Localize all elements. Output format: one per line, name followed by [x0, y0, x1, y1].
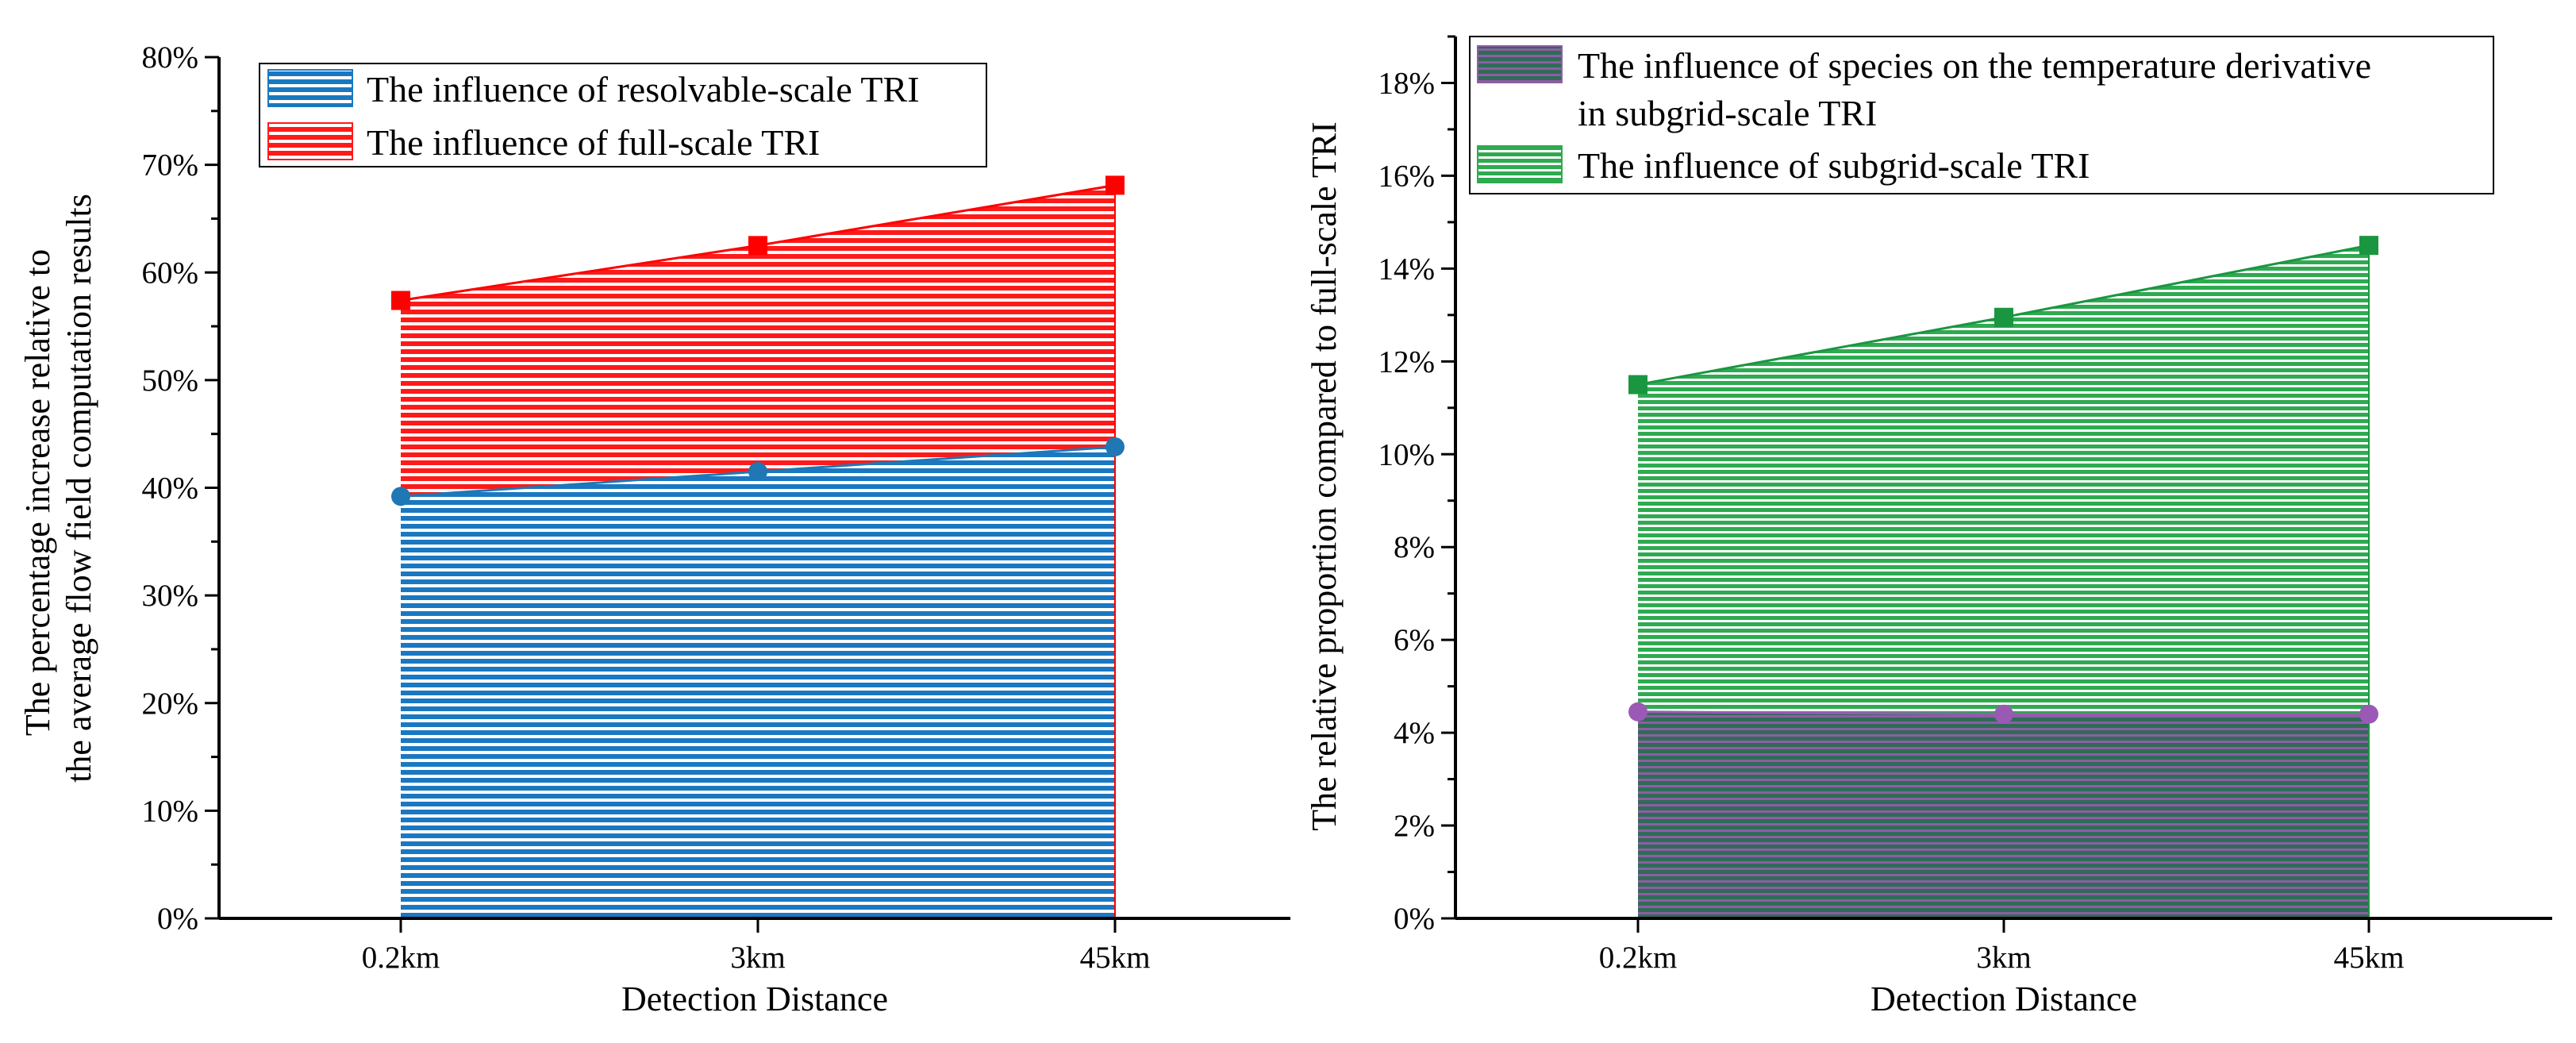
- area-layer: [1637, 244, 2370, 918]
- y-tick-label: 0%: [157, 902, 198, 936]
- marker-resolvable-3km: [748, 462, 767, 482]
- legend-label-resolvable: The influence of resolvable-scale TRI: [367, 69, 920, 110]
- y-axis-title-line-1: The relative proportion compared to full…: [1305, 121, 1344, 831]
- y-tick-label: 10%: [142, 794, 199, 828]
- y-tick-label: 12%: [1378, 344, 1436, 379]
- legend: The influence of resolvable-scale TRI Th…: [259, 63, 987, 167]
- y-tick-label: 20%: [142, 687, 199, 721]
- y-tick-label: 6%: [1394, 623, 1435, 657]
- chart-right: 0% 2% 4% 6% 8% 10% 12% 14% 16% 18% 0.2km 3km 45km D…: [1305, 35, 2552, 1018]
- marker-full-45km: [1105, 175, 1125, 195]
- y-tick-label: 8%: [1394, 530, 1435, 564]
- x-axis-title: Detection Distance: [1870, 979, 2137, 1018]
- y-tick-label: 14%: [1378, 252, 1436, 286]
- x-ticks: 0.2km 3km 45km: [362, 918, 1151, 975]
- marker-full-3km: [748, 236, 767, 256]
- x-tick-label: 45km: [1080, 941, 1151, 975]
- marker-full-0.2km: [391, 291, 410, 310]
- legend-swatch-subgrid: [1477, 145, 1563, 183]
- marker-species-45km: [2359, 704, 2378, 724]
- y-tick-label: 50%: [142, 364, 199, 398]
- x-tick-label: 45km: [2334, 941, 2405, 975]
- y-tick-label: 30%: [142, 579, 199, 613]
- area-layer: [400, 183, 1116, 918]
- legend-label-species-line-2: in subgrid-scale TRI: [1578, 93, 1877, 133]
- marker-subgrid-3km: [1994, 307, 2013, 327]
- legend-label-subgrid: The influence of subgrid-scale TRI: [1578, 145, 2090, 186]
- legend-swatch-full: [267, 122, 353, 160]
- legend-box: [259, 63, 987, 167]
- y-tick-label: 70%: [142, 148, 199, 183]
- y-tick-label: 2%: [1394, 809, 1435, 843]
- marker-resolvable-45km: [1105, 437, 1125, 456]
- x-tick-label: 3km: [1976, 941, 2031, 975]
- area-resolvable: [401, 446, 1115, 918]
- y-axis-title: The percentage increase relative to the …: [18, 194, 98, 783]
- markers: [1628, 236, 2378, 724]
- area-full: [401, 185, 1115, 497]
- chart-left: 0%10%20%30%40%50%60%70%80% 0.2km 3km 45km …: [18, 40, 1290, 1018]
- y-tick-label: 60%: [142, 256, 199, 290]
- y-tick-label: 16%: [1378, 159, 1436, 193]
- area-subgrid: [1638, 245, 2369, 714]
- marker-subgrid-0.2km: [1628, 375, 1647, 394]
- y-tick-label: 0%: [1394, 902, 1435, 936]
- y-tick-label: 40%: [142, 471, 199, 506]
- marker-subgrid-45km: [2359, 236, 2378, 256]
- x-axis-title: Detection Distance: [621, 979, 888, 1018]
- y-axis-title-line-1: The percentage increase relative to: [18, 249, 57, 736]
- y-axis-title-line-2: the average flow field computation resul…: [60, 194, 98, 783]
- y-ticks: 0% 2% 4% 6% 8% 10% 12% 14% 16% 18%: [1378, 35, 1455, 936]
- x-tick-label: 0.2km: [1599, 941, 1678, 975]
- markers: [391, 175, 1125, 506]
- y-tick-label: 4%: [1394, 716, 1435, 750]
- legend: The influence of species on the temperat…: [1469, 36, 2494, 194]
- area-species: [1638, 711, 2369, 918]
- marker-species-0.2km: [1628, 702, 1647, 722]
- x-tick-label: 3km: [730, 941, 785, 975]
- legend-swatch-resolvable: [267, 69, 353, 107]
- legend-box: [1469, 36, 2494, 194]
- x-tick-label: 0.2km: [362, 941, 440, 975]
- y-tick-label: 10%: [1378, 437, 1436, 471]
- y-tick-label: 80%: [142, 40, 199, 75]
- y-ticks: 0% 10% 20% 30% 40% 50% 60% 70% 80%: [142, 40, 219, 936]
- marker-species-3km: [1994, 704, 2013, 724]
- y-axis-title: The relative proportion compared to full…: [1305, 121, 1344, 831]
- legend-label-species-line-1: The influence of species on the temperat…: [1578, 45, 2371, 86]
- legend-label-full: The influence of full-scale TRI: [367, 122, 820, 163]
- marker-resolvable-0.2km: [391, 487, 410, 506]
- legend-swatch-species: [1477, 45, 1563, 83]
- x-ticks: 0.2km 3km 45km: [1599, 918, 2405, 975]
- y-tick-label: 18%: [1378, 66, 1436, 100]
